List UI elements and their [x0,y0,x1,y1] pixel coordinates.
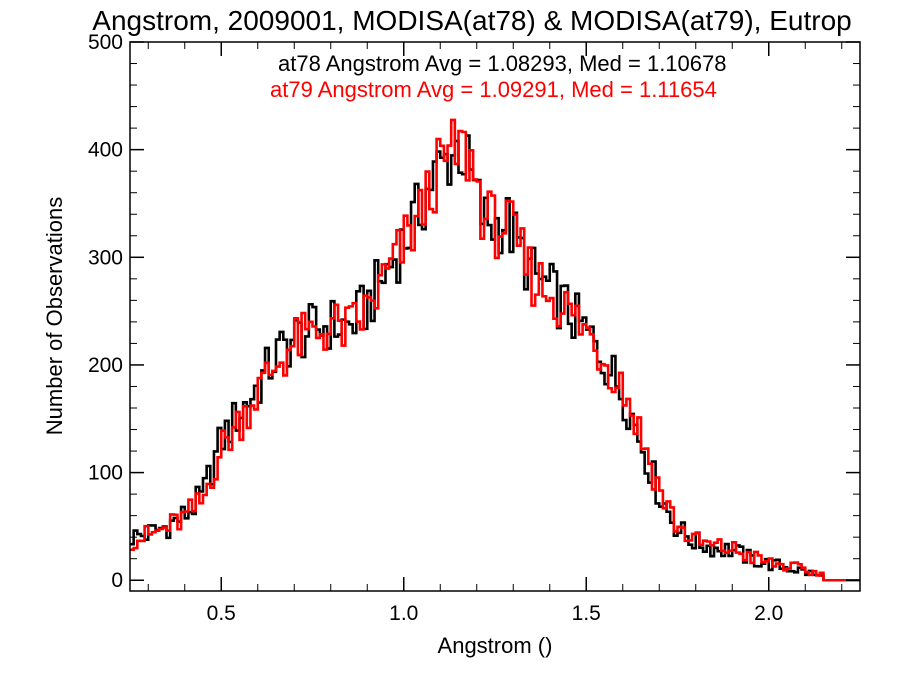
y-tick-label: 500 [88,31,123,54]
y-tick-label: 0 [111,569,123,592]
annotation-at79-stats: at79 Angstrom Avg = 1.09291, Med = 1.116… [270,77,717,102]
x-tick-label: 1.5 [572,602,601,625]
series-layer [130,118,860,582]
x-tick-label: 2.0 [754,602,783,625]
plot-frame [129,41,861,592]
x-axis-ticks: 0.5 1.0 1.5 2.0 [147,42,843,625]
y-tick-label: 400 [88,139,123,162]
y-tick-label: 200 [88,354,123,377]
y-axis-label: Number of Observations [42,197,67,435]
y-tick-label: 300 [88,246,123,269]
series-at79-histogram [130,118,860,582]
annotation-at78-stats: at78 Angstrom Avg = 1.08293, Med = 1.106… [278,51,727,76]
x-tick-label: 1.0 [389,602,418,625]
x-axis-label: Angstrom () [438,633,553,658]
x-tick-label: 0.5 [207,602,236,625]
y-tick-label: 100 [88,462,123,485]
y-axis-ticks: 0 100 200 300 400 500 [88,31,860,592]
chart-title: Angstrom, 2009001, MODISA(at78) & MODISA… [92,5,851,36]
